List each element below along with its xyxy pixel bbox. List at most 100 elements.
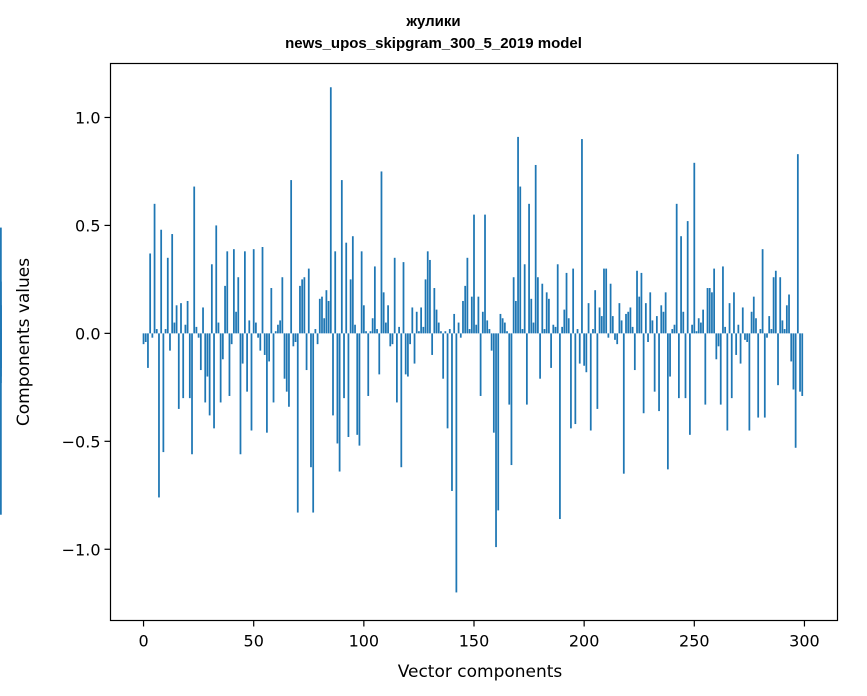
bar-undefined: [0, 227, 2, 334]
bar-270: [737, 324, 740, 334]
bar-108: [380, 171, 383, 334]
bar-119: [404, 333, 407, 375]
bar-undefined: [0, 333, 2, 515]
bar-146: [464, 285, 467, 334]
bar-105: [373, 266, 376, 334]
bar-190: [561, 326, 563, 334]
bar-268: [733, 292, 735, 334]
bar-195: [572, 268, 575, 334]
bar-198: [578, 333, 581, 364]
bar-272: [741, 307, 744, 334]
x-tick-label: 200: [569, 632, 600, 651]
bar-90: [340, 180, 343, 334]
y-tick-label: 1.0: [75, 108, 100, 127]
bar-61: [277, 324, 279, 334]
bar-216: [618, 303, 621, 334]
bar-106: [376, 329, 378, 334]
bar-36: [221, 333, 224, 360]
y-tick-label: 0.0: [75, 324, 100, 343]
bar-undefined: [0, 333, 2, 340]
bar-101: [365, 331, 367, 334]
bar-59: [272, 333, 275, 403]
bar-174: [525, 333, 528, 405]
plot-frame: [109, 62, 839, 622]
bar-258: [711, 292, 713, 334]
bar-67: [290, 180, 293, 334]
bar-187: [554, 326, 557, 334]
y-tick-label: −1.0: [62, 540, 101, 559]
bar-42: [235, 311, 237, 334]
bar-52: [257, 333, 259, 338]
bar-245: [682, 311, 685, 334]
bar-75: [307, 268, 310, 334]
bar-57: [268, 333, 270, 362]
bar-117: [400, 333, 403, 468]
bar-126: [420, 307, 423, 334]
bar-93: [347, 333, 350, 437]
bar-291: [783, 329, 786, 334]
bar-44: [239, 333, 242, 455]
bar-172: [521, 329, 524, 334]
bar-19: [184, 324, 187, 334]
bar-230: [649, 292, 652, 334]
bar-83: [325, 290, 328, 334]
bar-295: [792, 333, 795, 390]
bar-276: [750, 311, 753, 334]
y-tick-label: 0.5: [75, 216, 100, 235]
bar-241: [673, 324, 676, 334]
bar-115: [396, 333, 398, 403]
bar-undefined: [0, 305, 2, 334]
bar-28: [204, 333, 207, 403]
bar-186: [552, 324, 555, 334]
bar-227: [642, 333, 645, 414]
bar-6: [155, 329, 158, 334]
bar-56: [266, 333, 268, 433]
bar-212: [609, 283, 612, 334]
bar-64: [283, 333, 286, 379]
bar-166: [508, 333, 511, 405]
bar-280: [759, 329, 762, 334]
bar-31: [210, 264, 213, 334]
bar-43: [237, 277, 240, 334]
bar-155: [484, 214, 486, 334]
bar-109: [382, 292, 385, 334]
bar-143: [457, 322, 460, 334]
bar-32: [213, 333, 215, 429]
bar-248: [689, 333, 691, 435]
bar-252: [697, 318, 700, 334]
bar-235: [660, 305, 663, 334]
bar-180: [539, 333, 541, 379]
bar-29: [206, 333, 209, 377]
bar-63: [281, 277, 284, 334]
bar-162: [499, 313, 502, 334]
bar-167: [510, 333, 513, 466]
bar-1: [144, 333, 147, 342]
bar-279: [757, 333, 760, 418]
bar-191: [563, 309, 566, 334]
bar-292: [785, 305, 788, 334]
bar-156: [486, 320, 489, 334]
bar-140: [451, 333, 453, 491]
bar-37: [224, 285, 226, 334]
bar-200: [583, 333, 586, 366]
bar-136: [442, 333, 445, 379]
bar-259: [713, 268, 716, 334]
bar-128: [424, 279, 427, 334]
bar-144: [459, 333, 462, 338]
bar-219: [625, 313, 627, 334]
bar-222: [631, 326, 634, 334]
bar-92: [345, 242, 348, 334]
bar-196: [574, 333, 577, 425]
x-tick-label: 50: [244, 632, 264, 651]
y-axis-ticks: 1.0 0.5 0.0 −0.5 −1.0: [62, 108, 111, 559]
bar-103: [369, 331, 372, 334]
bar-238: [666, 333, 669, 470]
bar-202: [587, 303, 590, 334]
bar-207: [598, 307, 601, 334]
bar-217: [620, 320, 623, 334]
chart-title-line1: жулики: [406, 13, 461, 30]
bar-135: [440, 331, 442, 334]
bar-38: [226, 251, 229, 334]
bar-253: [700, 322, 702, 334]
bar-141: [453, 313, 456, 334]
